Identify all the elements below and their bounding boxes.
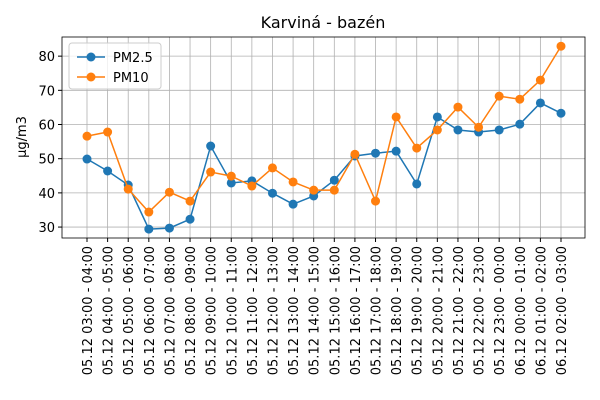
marker [288,199,298,209]
x-tick-label: 06.12 00:00 - 01:00 [514,246,529,375]
marker [453,125,463,135]
x-tick-label: 05.12 16:00 - 17:00 [349,246,364,375]
x-tick-label: 05.12 21:00 - 22:00 [452,246,467,375]
y-tick-label: 40 [38,187,55,202]
marker [164,223,174,233]
x-tick-label: 05.12 08:00 - 09:00 [184,246,199,375]
marker [267,163,277,173]
marker [556,41,566,51]
marker [226,171,236,181]
x-tick-label: 05.12 12:00 - 13:00 [266,246,281,375]
line [86,45,562,214]
chart-title: Karviná - bazén [261,13,386,32]
marker [535,75,545,85]
marker [329,185,339,195]
x-tick-label: 05.12 06:00 - 07:00 [143,246,158,375]
marker [391,146,401,156]
x-tick-label: 05.12 10:00 - 11:00 [225,246,240,375]
legend-label: PM10 [113,71,149,86]
marker [391,112,401,122]
x-tick-label: 06.12 02:00 - 03:00 [555,246,570,375]
x-tick-label: 05.12 14:00 - 15:00 [308,246,323,375]
x-tick-label: 05.12 18:00 - 19:00 [390,246,405,375]
marker [144,224,154,234]
legend-label: PM2.5 [113,51,153,66]
marker [82,131,92,141]
marker [288,177,298,187]
marker [144,207,154,217]
marker [185,196,195,206]
marker [206,167,216,177]
marker [329,175,339,185]
x-tick-label: 05.12 23:00 - 00:00 [493,246,508,375]
marker [412,143,422,153]
marker [515,119,525,129]
legend-marker [86,72,96,82]
x-tick-label: 05.12 05:00 - 06:00 [122,246,137,375]
plot-frame [61,36,586,239]
marker [226,178,236,188]
marker [453,102,463,112]
marker [103,166,113,176]
marker [432,125,442,135]
marker [371,148,381,158]
y-tick-label: 80 [38,50,55,65]
x-tick-label: 05.12 11:00 - 12:00 [246,246,261,375]
marker [371,196,381,206]
y-tick-label: 60 [38,119,55,134]
legend-marker [86,52,96,62]
line [86,102,562,230]
x-tick-label: 05.12 17:00 - 18:00 [370,246,385,375]
marker [185,214,195,224]
marker [164,187,174,197]
y-tick-label: 50 [38,153,55,168]
x-tick-label: 05.12 22:00 - 23:00 [473,246,488,375]
y-tick-label: 70 [38,84,55,99]
marker [432,112,442,122]
marker [535,98,545,108]
x-tick-label: 05.12 07:00 - 08:00 [163,246,178,375]
marker [123,184,133,194]
y-tick-label: 30 [38,221,55,236]
marker [247,181,257,191]
marker [206,141,216,151]
marker [350,149,360,159]
marker [494,125,504,135]
marker [103,127,113,137]
marker [515,94,525,104]
x-tick-label: 06.12 01:00 - 02:00 [534,246,549,375]
x-tick-label: 05.12 15:00 - 16:00 [328,246,343,375]
marker [556,108,566,118]
x-tick-label: 05.12 09:00 - 10:00 [205,246,220,375]
marker [412,179,422,189]
x-tick-label: 05.12 19:00 - 20:00 [411,246,426,375]
marker [474,122,484,132]
y-axis-label: µg/m3 [15,116,30,158]
x-tick-label: 05.12 13:00 - 14:00 [287,246,302,375]
marker [82,154,92,164]
marker [267,188,277,198]
marker [309,185,319,195]
x-tick-label: 05.12 03:00 - 04:00 [81,246,96,375]
marker [494,91,504,101]
x-tick-label: 05.12 04:00 - 05:00 [102,246,117,375]
x-tick-label: 05.12 20:00 - 21:00 [431,246,446,375]
